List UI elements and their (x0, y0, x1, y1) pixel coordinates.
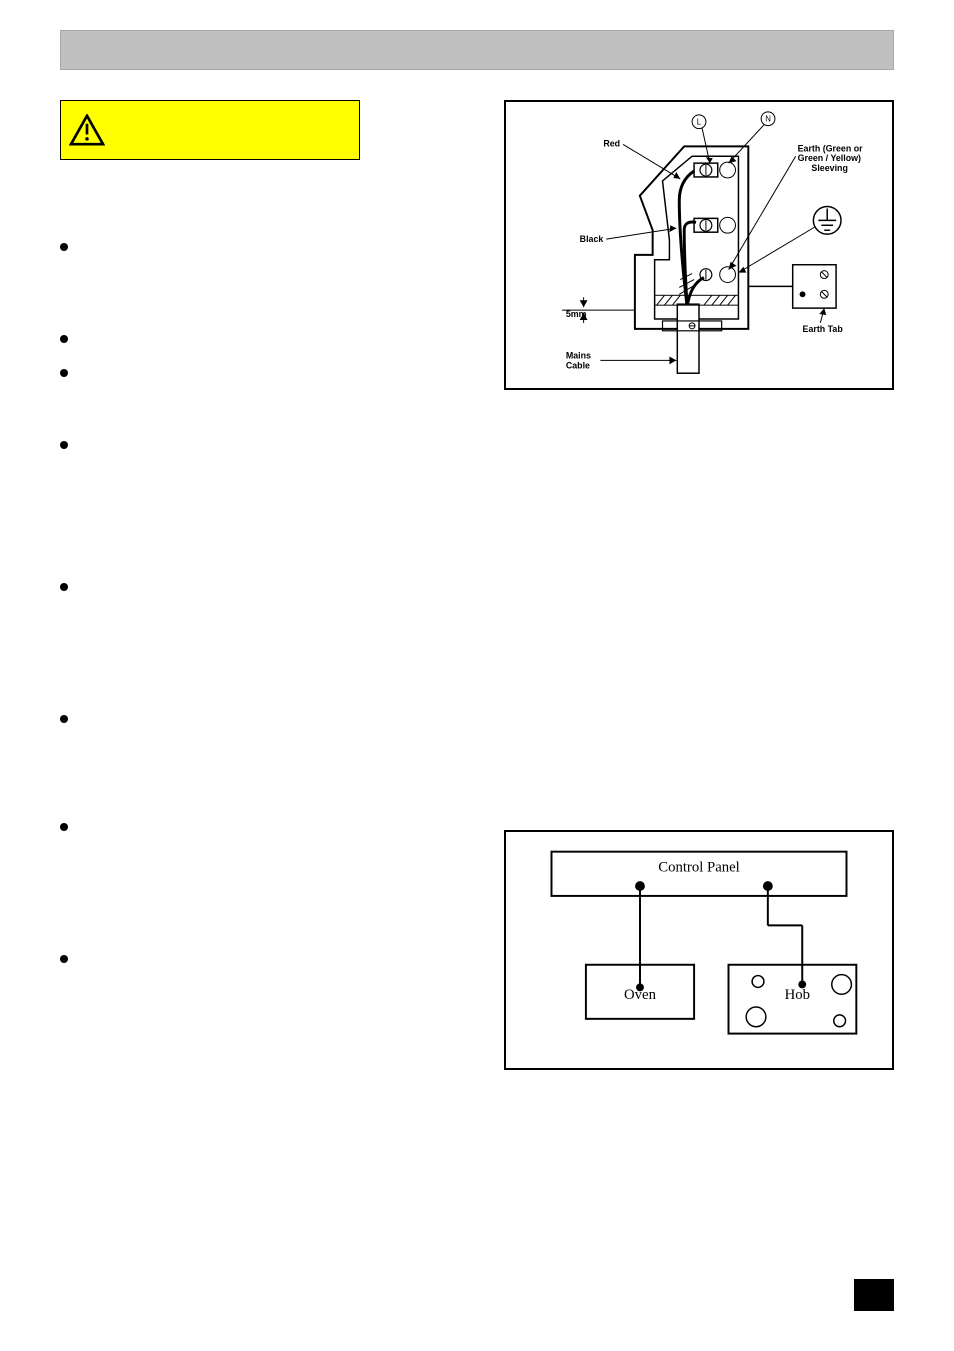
earth-sleeve-2: Green / Yellow) (798, 153, 861, 163)
red-label: Red (603, 138, 620, 148)
wiring-diagram-svg: L N (506, 102, 892, 388)
right-column: L N (504, 100, 894, 1070)
mains-label-2: Cable (566, 360, 590, 370)
list-item (60, 712, 474, 728)
list-item (60, 580, 474, 596)
earth-tab-label: Earth Tab (803, 324, 844, 334)
list-item (60, 366, 474, 382)
left-column (60, 100, 474, 1070)
list-item (60, 332, 474, 348)
mains-label-1: Mains (566, 350, 591, 360)
earth-sleeve-3: Sleeving (811, 163, 847, 173)
control-panel-label: Control Panel (658, 859, 740, 875)
warning-box (60, 100, 360, 160)
list-item (60, 240, 474, 256)
list-item (60, 820, 474, 836)
page-number-block (854, 1279, 894, 1311)
black-label: Black (580, 234, 604, 244)
page: L N (0, 0, 954, 1351)
oven-label: Oven (624, 987, 657, 1003)
n-marker: N (765, 115, 771, 124)
schematic-svg: Control Panel Oven (506, 832, 892, 1068)
earth-sleeve-1: Earth (Green or (798, 143, 864, 153)
l-marker: L (697, 118, 702, 127)
warning-triangle-icon (69, 114, 105, 146)
list-item (60, 952, 474, 968)
header-bar (60, 30, 894, 70)
hob-label: Hob (785, 987, 810, 1003)
list-item (60, 438, 474, 454)
two-column-layout: L N (60, 100, 894, 1070)
control-panel-schematic: Control Panel Oven (504, 830, 894, 1070)
gap-label: 5mm (566, 309, 587, 319)
wiring-diagram: L N (504, 100, 894, 390)
bullet-list (60, 240, 474, 968)
